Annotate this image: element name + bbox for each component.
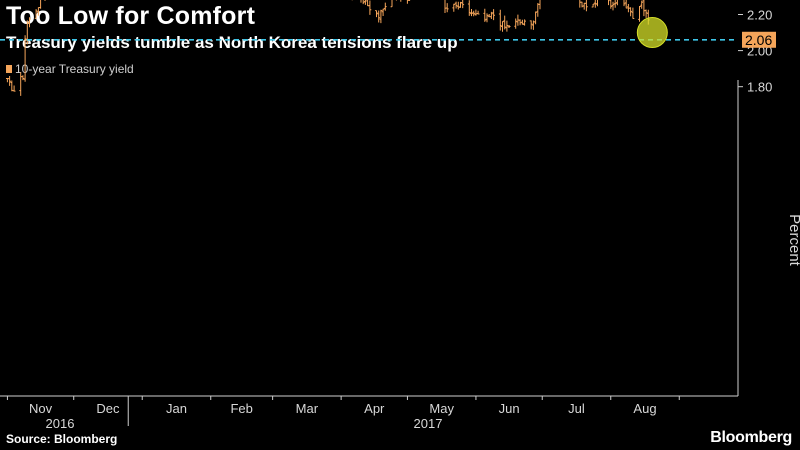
x-tick-label: May xyxy=(429,401,454,416)
x-tick-label: Jul xyxy=(568,401,585,416)
reference-label-bg xyxy=(742,31,776,48)
x-tick-label: Aug xyxy=(633,401,656,416)
ohlc-bar xyxy=(21,75,25,81)
ohlc-bar xyxy=(507,25,511,28)
ohlc-bar xyxy=(579,0,582,8)
y-tick-label: 1.80 xyxy=(747,80,772,95)
y-axis-title: Percent xyxy=(786,214,800,267)
ohlc-bar xyxy=(534,11,537,25)
legend: 10-year Treasury yield xyxy=(6,62,134,76)
ohlc-bar xyxy=(10,80,14,92)
ohlc-bar xyxy=(375,10,378,18)
ohlc-bar xyxy=(609,0,613,9)
ohlc-bar xyxy=(368,0,372,15)
ohlc-bar xyxy=(503,15,507,30)
ohlc-bar xyxy=(596,0,598,7)
x-tick-label: Jun xyxy=(499,401,520,416)
legend-swatch xyxy=(6,65,12,73)
ohlc-bar xyxy=(44,0,46,1)
series-yield xyxy=(6,0,650,96)
ohlc-bar xyxy=(461,0,465,9)
ohlc-bar xyxy=(608,0,610,6)
highlight-circle xyxy=(636,17,668,49)
chart-title: Too Low for Comfort xyxy=(6,2,256,30)
ohlc-bar xyxy=(514,18,518,29)
ohlc-bar xyxy=(538,0,541,10)
ohlc-bar xyxy=(611,1,615,11)
ohlc-bar xyxy=(406,0,409,4)
ohlc-bar xyxy=(613,0,617,8)
ohlc-bar xyxy=(390,0,393,8)
reference-label: 2.06 xyxy=(745,32,772,48)
ohlc-bar xyxy=(360,0,362,3)
ohlc-bar xyxy=(580,1,584,8)
ohlc-bar xyxy=(19,72,23,96)
y-tick-label: 2.20 xyxy=(747,8,772,23)
ohlc-bar xyxy=(34,9,38,19)
ohlc-bar xyxy=(454,1,458,9)
ohlc-bar xyxy=(39,0,42,9)
ohlc-bar xyxy=(582,2,586,10)
source-note: Source: Bloomberg xyxy=(6,432,118,446)
ohlc-bar xyxy=(498,9,502,31)
x-tick-label: Dec xyxy=(96,401,120,416)
ohlc-bar xyxy=(492,9,495,21)
x-year-label: 2017 xyxy=(414,416,443,431)
ohlc-bar xyxy=(452,3,456,12)
ohlc-bar xyxy=(37,7,40,16)
ohlc-bar xyxy=(23,35,27,82)
ohlc-bar xyxy=(638,6,641,22)
ohlc-bar xyxy=(383,2,387,11)
ohlc-bar xyxy=(521,19,524,25)
ohlc-bar xyxy=(12,85,16,92)
ohlc-bar xyxy=(381,8,385,16)
ohlc-bar xyxy=(459,1,462,8)
ohlc-bar xyxy=(640,0,644,9)
ohlc-bar xyxy=(474,9,478,16)
ohlc-bar xyxy=(483,8,487,22)
ohlc-bar xyxy=(536,3,540,17)
ohlc-bar xyxy=(485,13,489,23)
ohlc-bar xyxy=(456,1,460,10)
ohlc-bar xyxy=(408,0,411,1)
ohlc-bar xyxy=(400,0,402,2)
ohlc-bar xyxy=(379,9,383,24)
x-tick-label: Feb xyxy=(230,401,252,416)
ohlc-bar xyxy=(444,0,447,13)
ohlc-bar xyxy=(8,76,11,86)
x-tick-label: Jan xyxy=(166,401,187,416)
x-tick-label: Nov xyxy=(29,401,53,416)
ohlc-bar xyxy=(501,21,504,32)
ohlc-bar xyxy=(377,10,381,23)
ohlc-bar xyxy=(631,7,635,19)
legend-label: 10-year Treasury yield xyxy=(15,62,134,76)
ohlc-bar xyxy=(445,3,449,13)
ohlc-bar xyxy=(395,0,397,1)
chart-subtitle: Treasury yields tumble as North Korea te… xyxy=(6,33,458,52)
ohlc-bar xyxy=(470,9,473,17)
ohlc-bar xyxy=(523,19,526,26)
ohlc-bar xyxy=(585,0,588,12)
ohlc-bar xyxy=(623,0,626,7)
ohlc-bar xyxy=(529,20,533,30)
x-year-label: 2016 xyxy=(46,416,75,431)
ohlc-bar xyxy=(362,0,365,5)
x-tick-label: Apr xyxy=(364,401,385,416)
x-tick-label: Mar xyxy=(296,401,319,416)
ohlc-bar xyxy=(472,10,476,17)
ohlc-bar xyxy=(25,20,29,45)
ohlc-bar xyxy=(505,20,509,32)
brand-logo: Bloomberg xyxy=(710,429,792,446)
ohlc-bar xyxy=(28,17,31,28)
ohlc-bar xyxy=(364,0,367,5)
ohlc-bar xyxy=(629,7,632,17)
ohlc-bar xyxy=(467,0,471,16)
ohlc-bar xyxy=(624,0,628,9)
ohlc-bar xyxy=(591,3,595,8)
ohlc-bar xyxy=(616,0,618,6)
ohlc-bar xyxy=(476,10,480,15)
ohlc-bar xyxy=(490,11,493,19)
